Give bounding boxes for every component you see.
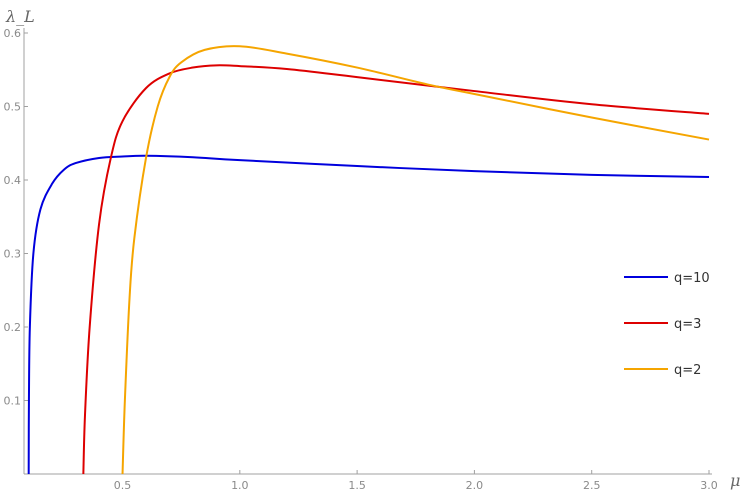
y-tick-label: 0.5 [4,101,22,114]
legend: q=10 q=3 q=2 [624,271,710,378]
y-tick-label: 0.6 [4,27,22,40]
legend-label: q=3 [674,317,701,332]
x-tick-label: 2.5 [583,479,601,492]
y-tick-label: 0.3 [4,248,22,261]
y-axis-title: λ_L [5,7,35,26]
x-tick-label: 1.5 [348,479,366,492]
series-layer [27,45,710,475]
x-tick-label: 0.5 [114,479,132,492]
y-tick-label: 0.2 [4,321,22,334]
x-axis-title: μ [730,471,740,490]
x-tick-label: 1.0 [231,479,249,492]
x-tick-label: 3.0 [700,479,718,492]
legend-label: q=2 [674,363,701,378]
y-tick-label: 0.4 [4,174,22,187]
y-tick-label: 0.1 [4,395,22,408]
x-tick-label: 2.0 [466,479,484,492]
plot-frame [23,28,712,475]
series-line-q-10 [27,154,710,475]
series-line-q-3 [82,64,710,475]
series-line-q-2 [121,45,710,475]
legend-label: q=10 [674,271,710,286]
tick-labels: 0.5 1.0 1.5 2.0 2.5 3.0 0.1 0.2 0.3 0.4 0.5 0.6 [4,27,718,492]
axis-ticks [24,32,710,474]
